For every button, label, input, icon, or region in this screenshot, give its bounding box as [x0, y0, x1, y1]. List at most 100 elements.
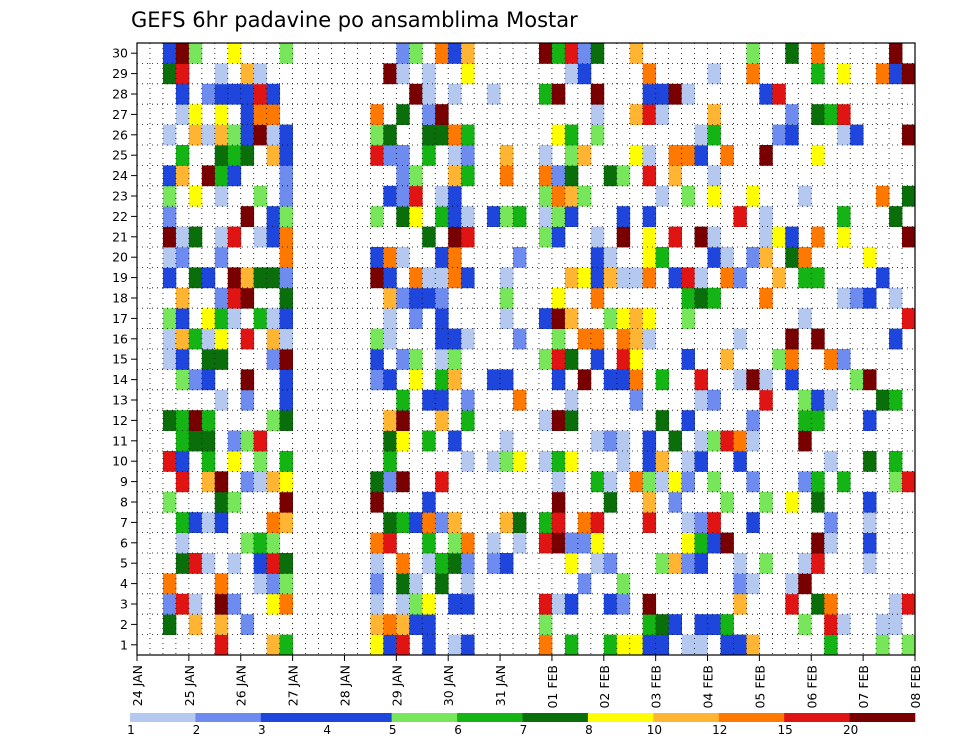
colorbar-swatch — [457, 713, 523, 722]
precip-cell — [564, 634, 579, 656]
precip-cell — [863, 532, 877, 554]
precip-cell — [616, 451, 631, 472]
precip-cell — [201, 471, 216, 493]
precip-cell — [707, 430, 721, 452]
precip-cell — [590, 553, 605, 574]
x-tick-label: 26 JAN — [234, 665, 249, 706]
colorbar-swatch — [260, 713, 327, 722]
precip-cell — [798, 410, 812, 431]
precip-cell — [746, 185, 760, 207]
colorbar: 1 2 3 4 5 6 7 8 10 12 15 20 — [127, 713, 916, 737]
precip-cell — [279, 512, 293, 533]
precip-cell — [564, 308, 579, 329]
precip-cell — [162, 226, 177, 248]
precip-cell — [396, 165, 410, 187]
precip-cell — [409, 512, 423, 533]
precip-cell — [279, 369, 293, 391]
precip-cell — [707, 63, 721, 85]
precip-cell — [396, 104, 410, 125]
precip-cell — [616, 267, 631, 289]
precip-cell — [214, 634, 229, 656]
precip-cell — [396, 430, 410, 452]
precip-cell — [837, 63, 851, 85]
precip-cell — [448, 165, 462, 187]
precip-cell — [889, 206, 903, 227]
precip-cell — [694, 430, 708, 452]
precip-cell — [603, 247, 618, 268]
precip-cell — [733, 573, 747, 595]
precip-cell — [811, 43, 825, 64]
precip-cell — [383, 124, 397, 146]
precip-cell — [889, 593, 903, 615]
y-tick-label: 24 — [112, 168, 128, 183]
precip-cell — [266, 471, 281, 493]
precip-cell — [577, 369, 592, 391]
precip-cell — [876, 63, 890, 85]
precip-cell — [538, 532, 553, 554]
y-tick-label: 8 — [120, 495, 128, 510]
precip-cell — [551, 328, 566, 350]
precip-cell — [162, 165, 177, 187]
precip-cell — [551, 287, 566, 309]
precip-cell — [448, 634, 462, 656]
y-tick-label: 10 — [112, 454, 128, 469]
colorbar-label: 15 — [778, 723, 793, 737]
precip-cell — [707, 247, 721, 268]
precip-cell — [642, 451, 657, 472]
precip-cell — [409, 287, 423, 309]
precip-cell — [266, 553, 281, 574]
precip-cell — [435, 43, 449, 64]
precip-cell — [720, 532, 734, 554]
precip-cell — [214, 124, 229, 146]
precip-cell — [370, 206, 384, 227]
precip-cell — [279, 43, 293, 64]
precip-cell — [889, 328, 903, 350]
precip-cell — [564, 349, 579, 370]
precip-cell — [448, 512, 462, 533]
precip-cell — [863, 247, 877, 268]
precip-cell — [902, 124, 916, 146]
precip-cell — [603, 369, 618, 391]
x-tick-label: 29 JAN — [389, 665, 404, 706]
precip-cell — [188, 369, 203, 391]
precip-cell — [603, 267, 618, 289]
precip-cell — [253, 83, 268, 105]
precip-cell — [564, 206, 579, 227]
precip-cell — [396, 573, 410, 595]
precip-cell — [175, 593, 190, 615]
precip-cell — [642, 165, 657, 187]
precip-cell — [759, 83, 773, 105]
y-tick-label: 19 — [112, 270, 128, 285]
precip-cell — [175, 308, 190, 329]
precip-cell — [694, 389, 708, 411]
precip-cell — [175, 349, 190, 370]
precip-cell — [448, 226, 462, 248]
precip-cell — [785, 491, 799, 513]
colorbar-swatch — [391, 713, 458, 722]
precip-cell — [811, 553, 825, 574]
precip-cell — [370, 247, 384, 268]
y-tick-label: 3 — [120, 597, 128, 612]
precip-cell — [720, 145, 734, 166]
precip-cell — [681, 532, 695, 554]
precip-cell — [694, 532, 708, 554]
y-tick-label: 15 — [112, 352, 128, 367]
precip-cell — [707, 287, 721, 309]
precip-cell — [188, 104, 203, 125]
precip-cell — [500, 430, 514, 452]
precip-cell — [461, 389, 475, 411]
precip-cell — [811, 389, 825, 411]
precip-cell — [162, 247, 177, 268]
precip-cell — [655, 451, 670, 472]
precip-cell — [785, 226, 799, 248]
precip-cell — [759, 369, 773, 391]
precip-cell — [733, 593, 747, 615]
precip-cell — [642, 308, 657, 329]
precip-cell — [681, 287, 695, 309]
precip-cell — [902, 226, 916, 248]
precip-cell — [279, 553, 293, 574]
precip-cell — [266, 349, 281, 370]
precip-cell — [409, 369, 423, 391]
precip-cell — [824, 349, 838, 370]
